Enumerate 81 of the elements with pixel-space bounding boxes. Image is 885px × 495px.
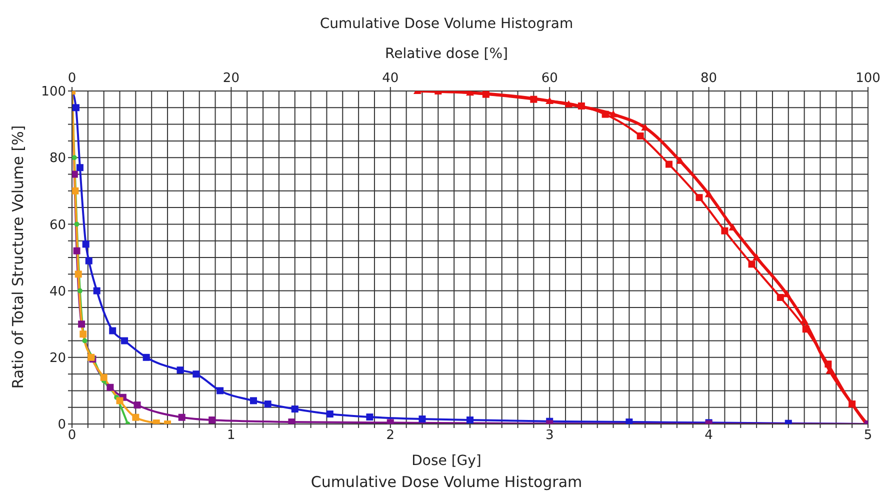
y-tick-label: 100 (41, 84, 66, 100)
y-axis-title: Ratio of Total Structure Volume [%] (9, 124, 27, 391)
point (776, 294, 784, 301)
point (602, 110, 609, 118)
point (106, 384, 114, 391)
point (676, 156, 684, 164)
point (216, 387, 224, 394)
point (800, 316, 808, 324)
y-tick-label: 40 (49, 284, 66, 300)
text: Cumulative Dose Volume Histogram (310, 473, 584, 491)
chart-title: Cumulative Dose Volume Histogram (318, 16, 574, 32)
point (264, 400, 272, 408)
point (132, 414, 140, 421)
point (466, 416, 474, 424)
x-tick-label: 3 (545, 428, 554, 444)
point (666, 160, 672, 168)
point (288, 418, 296, 424)
point (73, 247, 80, 254)
point (72, 187, 79, 194)
point (72, 155, 77, 160)
point (192, 370, 200, 378)
point (482, 91, 490, 98)
point (250, 397, 257, 404)
x-tick-label: 4 (704, 428, 713, 444)
point (782, 290, 791, 298)
point (636, 132, 644, 140)
point (178, 414, 186, 421)
point (802, 326, 810, 333)
point (208, 416, 216, 424)
x2-tick-label: 40 (382, 71, 399, 86)
point (546, 96, 554, 104)
point (291, 406, 298, 413)
point (366, 414, 374, 421)
x-tick-label: 5 (864, 428, 872, 444)
point (696, 194, 703, 202)
point (626, 418, 633, 424)
point (564, 100, 573, 108)
point (80, 330, 87, 338)
point (72, 170, 78, 178)
point (142, 354, 150, 361)
y-tick-label: 80 (49, 151, 66, 166)
point (728, 224, 737, 231)
point (116, 397, 124, 404)
y-tick-label: 60 (49, 218, 66, 233)
point (530, 96, 538, 103)
point (78, 320, 86, 328)
point (74, 270, 82, 278)
point (748, 260, 756, 268)
point (100, 374, 108, 381)
point (609, 110, 618, 118)
point (824, 360, 832, 368)
point (109, 327, 116, 334)
x-tick-label: 1 (227, 428, 236, 444)
x2-axis-title: Relative dose [%] (384, 46, 509, 62)
y-tick-label: 20 (49, 351, 66, 366)
point (134, 402, 141, 409)
x-axis-title: Dose [Gy] (410, 453, 482, 469)
point (85, 257, 92, 264)
point (704, 190, 713, 198)
x2-tick-label: 80 (700, 71, 718, 86)
point (93, 287, 100, 294)
point (77, 288, 82, 294)
x2-tick-label: 20 (222, 71, 240, 86)
point (74, 222, 80, 227)
x-tick-label: 2 (386, 428, 395, 444)
point (82, 338, 88, 344)
point (82, 240, 90, 248)
x2-tick-label: 0 (68, 71, 76, 86)
point (76, 164, 84, 172)
x2-tick-label: 60 (541, 71, 558, 86)
x2-tick-label: 100 (856, 71, 880, 86)
point (72, 104, 80, 112)
y-tick-label: 0 (58, 418, 66, 433)
point (721, 227, 728, 234)
x-tick-label: 0 (68, 428, 76, 444)
point (752, 254, 761, 260)
point (326, 410, 334, 418)
point (121, 337, 128, 344)
point (176, 366, 184, 374)
point (418, 416, 426, 423)
point (578, 102, 585, 110)
